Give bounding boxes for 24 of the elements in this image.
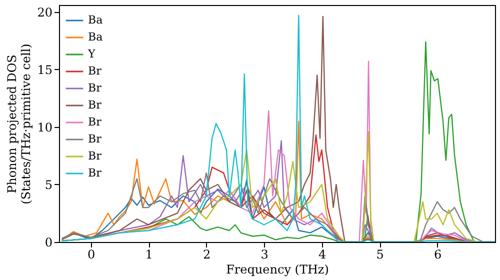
legend-label: Ba [88,30,104,44]
legend-label: Br [88,116,102,128]
legend-label: Br [88,166,102,180]
legend-label: Br [88,82,102,94]
x-tick-label: 1 [145,248,153,262]
y-tick-label: 5 [44,178,52,192]
legend-label: Br [88,64,102,78]
legend-label: Y [87,48,96,60]
y-tick-label: 15 [37,62,52,77]
legend-label: Br [88,98,102,112]
x-tick-label: 5 [376,248,384,262]
y-tick-label: 10 [37,120,52,134]
x-axis-title: Frequency (THz) [226,262,329,276]
x-tick-label: 6 [434,248,442,262]
legend-label: Br [88,132,102,146]
legend-label: Br [88,150,102,162]
legend-label: Ba [88,14,104,26]
x-tick-label: 0 [87,248,96,262]
x-tick-label: 3 [260,248,268,262]
y-tick-label: 20 [37,5,52,20]
x-tick-label: 2 [202,248,211,262]
y-axis-title: Phonon projected DOS (States/THz·primitive cell) [5,44,34,204]
x-tick-label: 4 [318,248,326,262]
y-tick-label: 0 [44,236,52,250]
